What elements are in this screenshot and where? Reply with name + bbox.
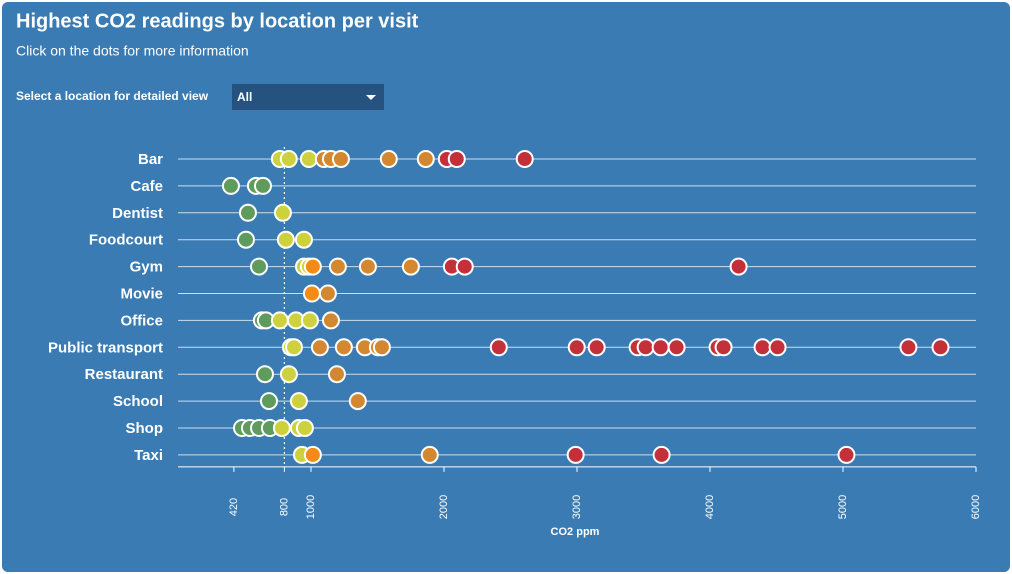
- dot[interactable]: [236, 230, 255, 249]
- dot[interactable]: [255, 365, 274, 384]
- dot[interactable]: [279, 365, 298, 384]
- dot[interactable]: [768, 338, 787, 357]
- x-tick-label: 4000: [704, 495, 716, 519]
- x-tick-label: 5000: [837, 495, 849, 519]
- category-label: Cafe: [130, 178, 163, 195]
- x-tick-label: 420: [228, 498, 240, 516]
- category-label: Movie: [120, 285, 163, 302]
- dot[interactable]: [455, 257, 474, 276]
- dot[interactable]: [379, 150, 398, 168]
- category-label: Office: [120, 312, 163, 329]
- dot[interactable]: [272, 419, 291, 437]
- category-label: Restaurant: [85, 366, 163, 383]
- dot[interactable]: [420, 445, 439, 464]
- category-label: Dentist: [112, 205, 163, 222]
- dot[interactable]: [334, 338, 353, 357]
- x-axis-label: CO2 ppm: [551, 526, 600, 538]
- x-tick-label: 3000: [571, 495, 583, 519]
- dot[interactable]: [753, 338, 772, 357]
- dot[interactable]: [489, 338, 508, 357]
- category-label: Shop: [126, 420, 164, 437]
- dot[interactable]: [249, 257, 268, 276]
- dot[interactable]: [294, 230, 313, 249]
- dot[interactable]: [401, 257, 420, 276]
- category-label: Public transport: [48, 339, 163, 356]
- select-label: Select a location for detailed view: [16, 89, 209, 103]
- dot[interactable]: [321, 311, 340, 330]
- dot[interactable]: [567, 338, 586, 357]
- x-tick-label: 1000: [305, 495, 317, 519]
- dot[interactable]: [327, 365, 346, 384]
- chart-subtitle: Click on the dots for more information: [16, 43, 249, 59]
- category-label: Taxi: [134, 447, 163, 464]
- x-tick-label: 6000: [970, 495, 982, 519]
- dot[interactable]: [318, 284, 337, 303]
- dot[interactable]: [253, 176, 272, 195]
- dot[interactable]: [273, 203, 292, 222]
- dot[interactable]: [652, 445, 671, 464]
- dot[interactable]: [302, 284, 321, 303]
- dot[interactable]: [358, 257, 377, 276]
- dot[interactable]: [331, 150, 350, 168]
- dot[interactable]: [328, 257, 347, 276]
- x-tick-label: 2000: [438, 495, 450, 519]
- category-label: Foodcourt: [89, 232, 163, 249]
- dot[interactable]: [289, 392, 308, 411]
- dot[interactable]: [238, 203, 257, 222]
- chart-title: Highest CO2 readings by location per vis…: [16, 10, 419, 32]
- dot[interactable]: [667, 338, 686, 357]
- dot[interactable]: [295, 419, 314, 437]
- dot[interactable]: [259, 392, 278, 411]
- dot[interactable]: [303, 257, 322, 276]
- dot[interactable]: [837, 445, 856, 464]
- dot[interactable]: [276, 230, 295, 249]
- dot[interactable]: [279, 150, 298, 168]
- dot[interactable]: [899, 338, 918, 357]
- x-tick-label: 800: [278, 498, 290, 516]
- dot[interactable]: [348, 392, 367, 411]
- dot[interactable]: [714, 338, 733, 357]
- dot[interactable]: [310, 338, 329, 357]
- dot[interactable]: [300, 311, 319, 330]
- dot[interactable]: [303, 445, 322, 464]
- dot[interactable]: [729, 257, 748, 276]
- dot[interactable]: [270, 311, 289, 330]
- dot[interactable]: [372, 338, 391, 357]
- dot[interactable]: [651, 338, 670, 357]
- category-label: Bar: [138, 151, 163, 168]
- category-label: School: [113, 393, 163, 410]
- dot[interactable]: [416, 150, 435, 168]
- dot[interactable]: [447, 150, 466, 168]
- dot[interactable]: [299, 150, 318, 168]
- category-label: Gym: [130, 259, 163, 276]
- dot[interactable]: [566, 445, 585, 464]
- dot[interactable]: [636, 338, 655, 357]
- dot[interactable]: [515, 150, 534, 168]
- dot[interactable]: [284, 338, 303, 357]
- dot[interactable]: [221, 176, 240, 195]
- dot[interactable]: [587, 338, 606, 357]
- dot[interactable]: [931, 338, 950, 357]
- location-select[interactable]: All: [232, 84, 384, 110]
